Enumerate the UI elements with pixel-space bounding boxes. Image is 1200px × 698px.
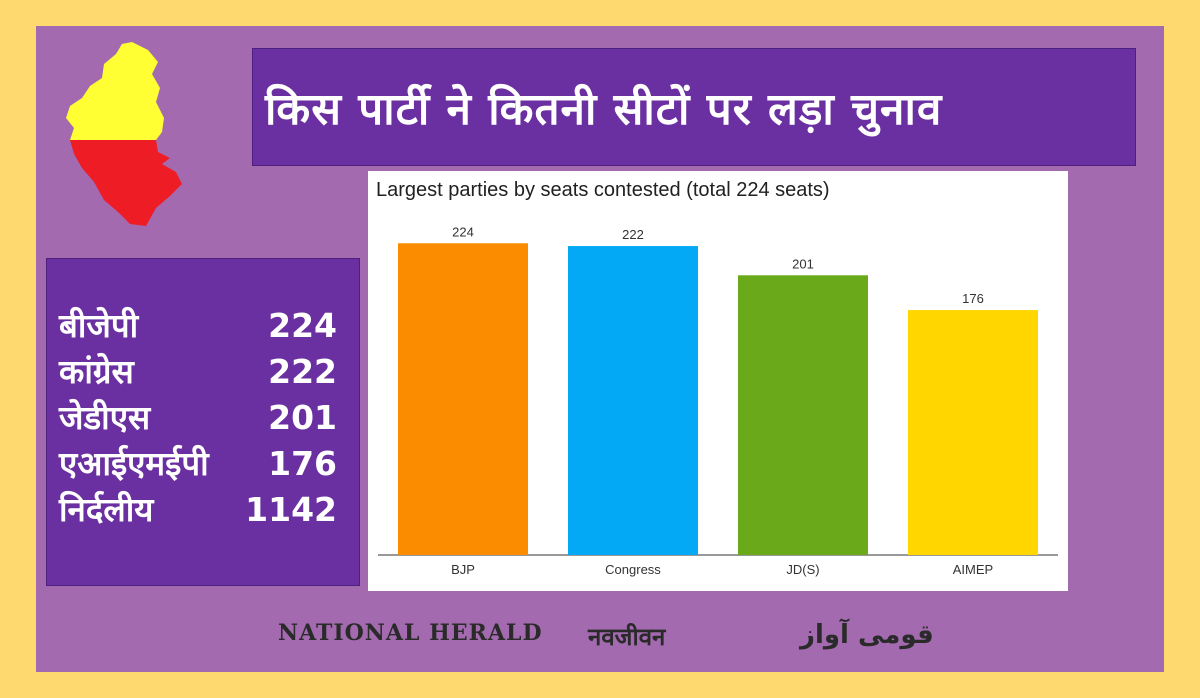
stat-seats: 201 [268,398,337,437]
stat-row-jds: जेडीएस 201 [47,395,359,441]
bar-chart: 224 BJP 222 Congress 201 JD(S) 176 AIMEP [378,224,1058,577]
stat-party: निर्दलीय [59,490,154,529]
value-label: 201 [792,256,814,271]
bar-aimep [908,310,1038,555]
karnataka-map-icon [66,42,182,226]
bar-chart-card: 224 BJP 222 Congress 201 JD(S) 176 AIMEP Larges… [368,171,1068,591]
stats-panel: बीजेपी 224 कांग्रेस 222 जेडीएस 201 एआईएम… [46,258,360,586]
headline: किस पार्टी ने कितनी सीटों पर लड़ा चुनाव [252,48,1136,166]
stat-party: कांग्रेस [59,352,134,391]
stat-party: एआईएमईपी [59,444,209,483]
stat-seats: 1142 [245,490,337,529]
stat-row-bjp: बीजेपी 224 [47,303,359,349]
category-label: JD(S) [786,562,819,577]
category-label: AIMEP [953,562,993,577]
stat-seats: 224 [268,306,337,345]
navjivan-logo: नवजीवन [588,623,666,651]
bar-congress [568,246,698,556]
stat-party: जेडीएस [59,398,151,437]
stat-seats: 176 [268,444,337,483]
map-bottom-red [70,140,182,226]
map-top-yellow [66,42,164,140]
national-herald-logo: NATIONAL HERALD [278,620,543,646]
category-label: BJP [451,562,475,577]
stat-row-aimep: एआईएमईपी 176 [47,441,359,487]
stat-party: बीजेपी [59,306,139,345]
stat-row-independent: निर्दलीय 1142 [47,487,359,533]
stat-row-congress: कांग्रेस 222 [47,349,359,395]
value-label: 176 [962,291,984,306]
qaumi-awaz-logo: قومی آواز [800,620,934,650]
category-label: Congress [605,562,661,577]
value-label: 222 [622,227,644,242]
bar-jds [738,275,868,555]
value-label: 224 [452,224,474,239]
bar-bjp [398,243,528,555]
stat-seats: 222 [268,352,337,391]
chart-title: Largest parties by seats contested (tota… [376,179,830,201]
